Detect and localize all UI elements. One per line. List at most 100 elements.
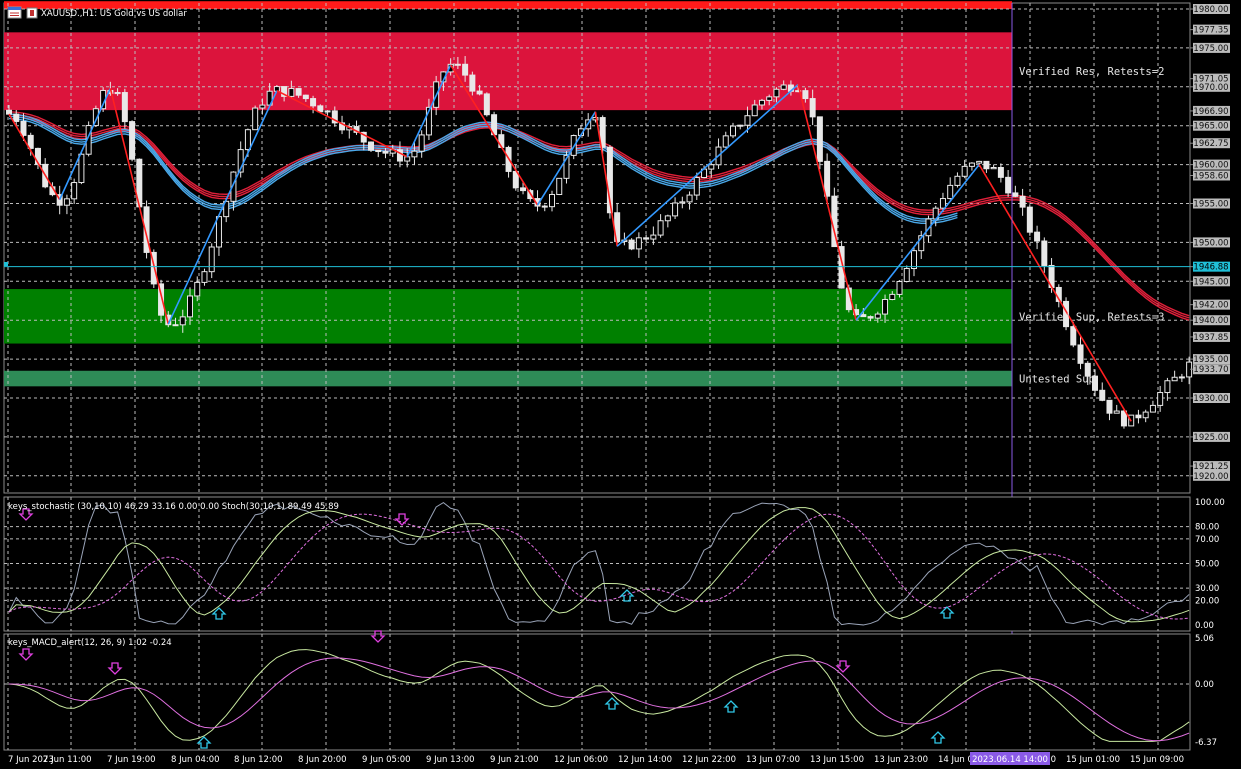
candle [911, 247, 917, 277]
price-line-marker [4, 262, 8, 266]
y-tick-label: 1935.00 [1193, 355, 1228, 365]
candle [252, 105, 259, 131]
candle [302, 94, 309, 102]
candle [961, 159, 968, 179]
candle [773, 87, 780, 103]
macd-down-arrow-icon [835, 660, 851, 673]
x-tick-label: 13 Jun 23:00 [874, 755, 928, 765]
candle [56, 185, 63, 215]
stochastic-grid [4, 497, 1190, 631]
stochastic-lines [8, 502, 1190, 626]
candle [693, 172, 700, 200]
candle [1026, 204, 1033, 236]
stoch-tick-label: 20.00 [1195, 596, 1219, 606]
zigzag-segment [167, 90, 278, 325]
x-tick-label: 7 Jun 2023 [8, 755, 54, 765]
x-tick-label: 12 Jun 22:00 [682, 755, 736, 765]
macd-tick-label: 0.00 [1195, 680, 1214, 690]
candle [520, 182, 527, 195]
ma-red-0 [8, 111, 1190, 317]
macd-lines [8, 630, 1190, 749]
candle [874, 311, 881, 323]
stochastic-panel[interactable] [3, 496, 1191, 632]
y-tick-label: 1925.00 [1193, 433, 1228, 443]
stochastic-title: keys_stochastic (30,10,10) 46.29 33.16 0… [8, 502, 339, 512]
candle [541, 204, 548, 212]
candle [237, 141, 244, 178]
stochastic-panel-frame [3, 496, 1191, 632]
candle [730, 122, 736, 139]
window-icon[interactable] [7, 6, 38, 19]
y-tick-box [1193, 4, 1230, 14]
candle [187, 287, 193, 325]
candle [563, 151, 570, 184]
candle [1092, 369, 1098, 397]
macd-up-arrow-icon [604, 697, 620, 710]
y-tick-label: 1977.35 [1193, 26, 1228, 36]
candle [1164, 377, 1171, 401]
y-tick-label: 1930.00 [1193, 394, 1228, 404]
candle [208, 243, 215, 279]
candle [1005, 170, 1012, 197]
candle [708, 161, 715, 178]
stoch-down-arrow-icon [394, 513, 410, 526]
candle [288, 80, 295, 98]
candle [758, 98, 765, 110]
y-tick-box [1193, 331, 1230, 342]
candle [1019, 188, 1026, 216]
y-tick-box [1193, 299, 1230, 310]
x-tick-label: 9 Jun 21:00 [490, 755, 539, 765]
x-tick-label: 13 Jun 07:00 [746, 755, 800, 765]
candle [1106, 399, 1113, 421]
y-tick-label: 1971.05 [1193, 75, 1228, 85]
y-tick-box [1193, 159, 1230, 170]
macd-up-arrow-icon [930, 731, 946, 744]
candle [201, 268, 208, 286]
zones-layer [4, 1, 1012, 387]
candle [476, 84, 483, 96]
candle [686, 191, 693, 210]
candle [809, 89, 816, 126]
zigzag-segment [594, 111, 618, 247]
candles-layer [6, 56, 1193, 429]
candle [295, 88, 302, 98]
moving-averages [8, 111, 1190, 321]
price-grid [4, 3, 1190, 493]
y-tick-box [1193, 470, 1230, 481]
candle [816, 116, 823, 170]
zone-label-3: Untested Sup [1019, 374, 1095, 386]
y-tick-label: 1965.00 [1193, 122, 1228, 132]
y-tick-box [1193, 73, 1230, 84]
candle [824, 153, 831, 204]
zigzag-segment [978, 164, 1132, 422]
candle [121, 88, 128, 129]
candle [396, 141, 403, 168]
candle [599, 115, 606, 155]
candle [918, 230, 925, 259]
macd-up-arrow-icon [196, 736, 212, 749]
candle [194, 276, 201, 302]
x-tick-label: 15 Jun 09:00 [1130, 755, 1184, 765]
y-tick-box [1193, 431, 1230, 442]
macd-panel[interactable] [3, 630, 1191, 751]
stoch-tick-label: 0.00 [1195, 621, 1214, 631]
price-panel[interactable]: Verified Res, Retests=2 Verified Sup, Ret… [3, 1, 1193, 750]
y-tick-box [1193, 138, 1230, 149]
candle [889, 291, 896, 301]
macd-tick-label: -6.37 [1195, 738, 1217, 748]
zigzag-segment [855, 164, 980, 321]
stoch-tick-label: 30.00 [1195, 584, 1219, 594]
y-tick-label: 1950.00 [1193, 238, 1228, 248]
candle [968, 162, 975, 171]
candle [1142, 409, 1149, 423]
candle [990, 164, 997, 170]
candle [129, 120, 136, 162]
stoch-down-arrow-icon [18, 508, 34, 521]
candle [780, 80, 787, 91]
zone-labels: Verified Res, Retests=2 Verified Sup, Ret… [1019, 66, 1164, 385]
candle [179, 309, 186, 333]
candle [259, 98, 266, 115]
